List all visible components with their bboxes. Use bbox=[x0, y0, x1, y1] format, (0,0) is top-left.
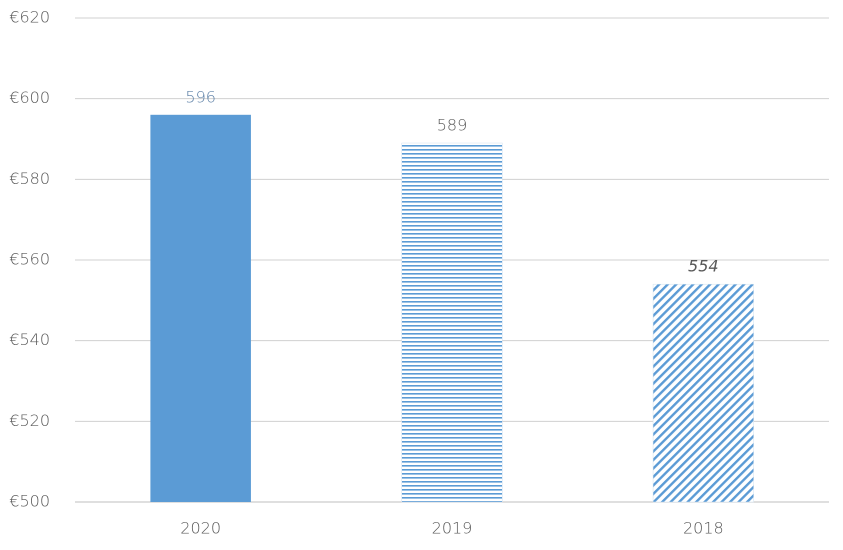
bar bbox=[401, 142, 503, 503]
y-tick-label: €580 bbox=[9, 169, 50, 188]
y-tick-label: €520 bbox=[9, 411, 50, 430]
y-tick-label: €540 bbox=[9, 330, 50, 349]
bar bbox=[652, 283, 754, 503]
x-tick-label: 2019 bbox=[432, 519, 473, 538]
x-tick-label: 2020 bbox=[180, 519, 221, 538]
data-label: 596 bbox=[185, 87, 216, 106]
x-tick-label: 2018 bbox=[683, 519, 724, 538]
y-tick-label: €600 bbox=[9, 88, 50, 107]
y-tick-label: €620 bbox=[9, 8, 50, 27]
data-label: 554 bbox=[688, 257, 719, 276]
data-label: 589 bbox=[437, 116, 468, 135]
bar bbox=[150, 114, 251, 503]
y-tick-label: €560 bbox=[9, 250, 50, 269]
y-tick-label: €500 bbox=[9, 492, 50, 511]
